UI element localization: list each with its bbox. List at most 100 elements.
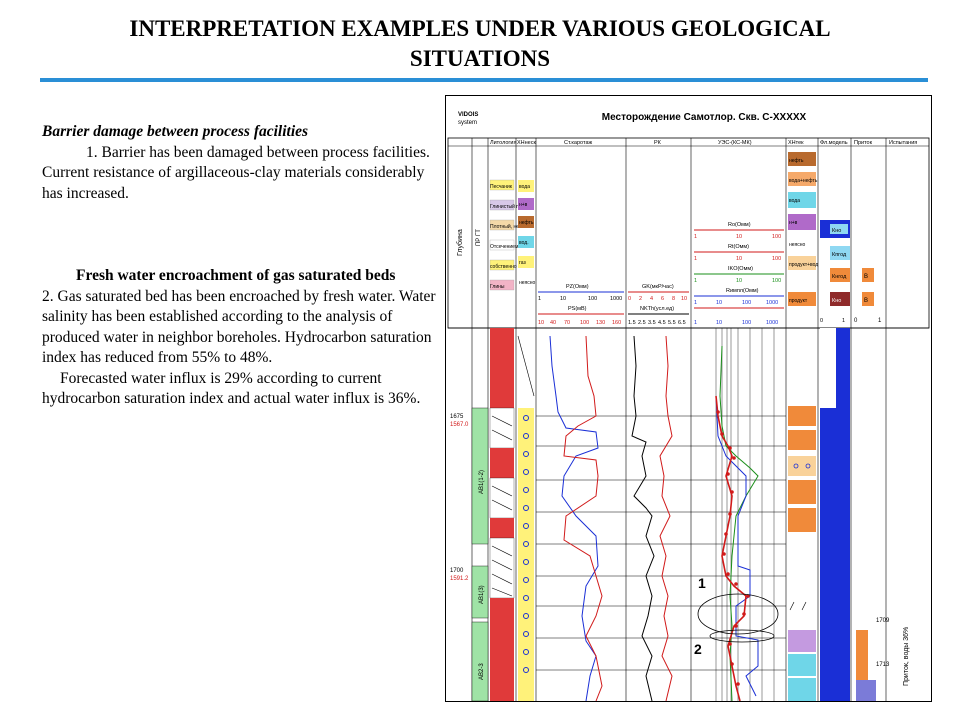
rk-scale1-5: 10	[681, 296, 687, 302]
rk-scale2-4: 5.5	[668, 320, 676, 326]
inflow-legend: В В 0 1	[854, 268, 882, 324]
ues-s5-3: 1000	[766, 320, 778, 326]
col-ues-label: УЭС-(КС-МК)	[718, 140, 752, 146]
lith-label-0: Песчаник	[490, 184, 513, 190]
inflow-label-0: В	[864, 274, 868, 280]
rk-scale2-0: 1.5	[628, 320, 636, 326]
logo-text-1: VIDOIS	[458, 112, 478, 118]
karot-curve-ps: PS(мВ)	[568, 306, 587, 312]
lith-label-4: собственно	[490, 264, 517, 270]
col-strat-label: ПР ГТ	[476, 229, 482, 246]
ues-s5-1: 10	[716, 320, 722, 326]
ues-s5-0: 1	[694, 320, 697, 326]
karot-scale2-0: 10	[538, 320, 544, 326]
rk-scale2-5: 6.5	[678, 320, 686, 326]
lith-label-5: Глины	[490, 284, 505, 290]
xhnes-column	[517, 335, 535, 701]
zone-label-0: АВ1(1-2)	[479, 470, 485, 494]
karot-curves	[549, 335, 603, 701]
rk-scale1-2: 4	[650, 296, 653, 302]
col-depth-label: Глубина	[456, 229, 464, 256]
col-karot-label: Ст.каротаж	[564, 140, 593, 146]
ues-s3-1: 10	[736, 278, 742, 284]
ues-s3-2: 100	[772, 278, 781, 284]
section-heading-fresh-water: Fresh water encroachment of gas saturate…	[76, 267, 396, 284]
col-model-label: Фл.модель	[820, 140, 848, 146]
karot-scale1-1: 10	[560, 296, 566, 302]
rk-scales: GK(мкР/час) 0 2 4 6 8 10 NKTh(усл.ед) 1.…	[628, 284, 689, 326]
test-depth-2: 1713	[876, 662, 890, 668]
col-inflow-label: Приток	[854, 140, 873, 146]
lith-label-2: Плотный, не	[490, 223, 519, 230]
depth-md-2: 1700	[450, 568, 464, 574]
inflow-label-1: В	[864, 298, 868, 304]
model-label-1: Кпгод	[832, 252, 847, 258]
rk-scale2-2: 3.5	[648, 320, 656, 326]
rk-curves	[631, 335, 673, 701]
section-heading-barrier: Barrier damage between process facilitie…	[42, 123, 309, 140]
col-xhtek-label: ХНтек	[788, 140, 804, 146]
rk-curve-gk: GK(мкР/час)	[642, 284, 674, 290]
depth-labels: 1675 1567.0 1700 1591.2	[450, 414, 469, 582]
page-title-line2: SITUATIONS	[409, 46, 551, 71]
ues-s2-1: 10	[736, 256, 742, 262]
paragraph-fresh-water: 2. Gas saturated bed has been encroached…	[42, 287, 436, 367]
xhtek-label-4: неясно	[789, 242, 806, 248]
marker-labels: 1 2	[694, 575, 706, 657]
ues-s1-2: 100	[772, 234, 781, 240]
lith-label-3: Отсечениемн	[490, 244, 521, 250]
rk-scale1-0: 0	[628, 296, 631, 302]
model-scale-1: 1	[842, 318, 845, 324]
marker-ellipses	[697, 593, 779, 643]
paragraph-barrier: 1. Barrier has been damaged between proc…	[42, 143, 430, 202]
xhtek-label-5: продукт+вод	[789, 262, 818, 268]
depth-tvd-1: 1567.0	[450, 422, 469, 428]
ues-s5-2: 100	[742, 320, 751, 326]
karot-scales: PZ(Омм) 1 10 100 1000 PS(мВ) 10 40 70 10…	[538, 284, 624, 326]
tests-column: 1709 1713 Приток, воды 36%	[876, 618, 910, 686]
vidois-logo: VIDOIS system	[458, 112, 478, 126]
model-label-2: Кнгод	[832, 274, 847, 280]
karot-scale2-3: 100	[580, 320, 589, 326]
xhnes-label-1: н+в	[519, 202, 528, 208]
rk-scale2-3: 4.5	[658, 320, 666, 326]
inflow-column	[856, 630, 876, 701]
ues-log-grid	[715, 328, 775, 701]
ues-curves	[715, 345, 759, 701]
col-xhnes-label: ХНнеск	[517, 140, 536, 146]
col-rk-label: РК	[654, 140, 662, 146]
ues-s2-0: 1	[694, 256, 697, 262]
xhtek-label-0: нефть	[789, 158, 804, 164]
rk-scale1-3: 6	[661, 296, 664, 302]
model-legend: Кно Кпгод Кнгод Кно 0 1	[820, 220, 850, 324]
xhtek-label-1: вода+нефть	[789, 178, 818, 184]
ues-curve-rt: Rt(Омм)	[728, 244, 749, 250]
rk-scale1-4: 8	[672, 296, 675, 302]
karot-curve-pz: PZ(Омм)	[566, 284, 589, 290]
model-label-3: Кно	[832, 298, 841, 304]
ues-s4-1: 10	[716, 300, 722, 306]
karot-scale2-1: 40	[550, 320, 556, 326]
rk-curve-nkth: NKTh(усл.ед)	[640, 306, 674, 312]
title-divider	[40, 78, 928, 82]
xhtek-column	[788, 406, 816, 701]
depth-md-1: 1675	[450, 414, 464, 420]
page-title-line1: INTERPRETATION EXAMPLES UNDER VARIOUS GE…	[129, 16, 831, 41]
ues-s4-2: 100	[742, 300, 751, 306]
xhtek-label-6: продукт	[789, 298, 808, 304]
ues-curve-iko: IKO(Омм)	[728, 266, 753, 272]
ues-curve-ro: Ro(Омм)	[728, 222, 751, 228]
xhnes-label-2: нефть	[519, 220, 534, 226]
paragraph-forecast: Forecasted water influx is 29% according…	[42, 369, 421, 408]
ues-s1-1: 10	[736, 234, 742, 240]
xhtek-legend: нефть вода+нефть вода н+в неясно продукт…	[788, 152, 818, 306]
col-lith-label: Литология	[490, 140, 516, 146]
ues-s1-0: 1	[694, 234, 697, 240]
model-scale-0: 0	[820, 318, 823, 324]
marker-2: 2	[694, 641, 702, 657]
karot-scale2-5: 160	[612, 320, 621, 326]
column-dividers	[448, 138, 929, 701]
xhnes-legend: вода н+в нефть вод. газ неясно	[518, 180, 536, 288]
marker-1: 1	[698, 575, 706, 591]
zone-column: АВ1(1-2) АВ1(3) АВ2-3	[471, 407, 489, 701]
